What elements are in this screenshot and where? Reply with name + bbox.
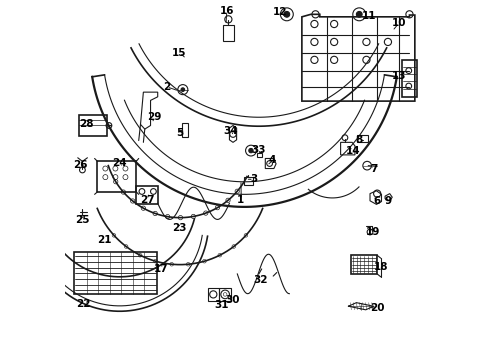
Bar bbox=[244, 177, 252, 185]
Bar bbox=[223, 25, 233, 41]
Text: 33: 33 bbox=[251, 144, 265, 154]
Text: 15: 15 bbox=[172, 48, 186, 58]
Text: 13: 13 bbox=[391, 71, 405, 81]
Circle shape bbox=[356, 12, 362, 17]
Circle shape bbox=[284, 12, 289, 17]
Text: 10: 10 bbox=[391, 18, 405, 28]
Text: 9: 9 bbox=[384, 196, 391, 206]
Text: 1: 1 bbox=[237, 195, 244, 205]
Text: 21: 21 bbox=[97, 235, 111, 245]
Text: 20: 20 bbox=[369, 303, 384, 314]
Text: 6: 6 bbox=[373, 196, 380, 206]
Bar bbox=[79, 115, 106, 135]
Text: 5: 5 bbox=[176, 128, 183, 138]
Text: 29: 29 bbox=[146, 112, 161, 122]
Text: 28: 28 bbox=[79, 120, 93, 129]
Bar bbox=[136, 186, 158, 204]
Text: 25: 25 bbox=[75, 215, 89, 225]
Text: 16: 16 bbox=[219, 6, 233, 16]
Text: 32: 32 bbox=[253, 275, 267, 285]
Text: 3: 3 bbox=[249, 174, 257, 184]
Text: 17: 17 bbox=[154, 264, 168, 274]
Text: 27: 27 bbox=[140, 195, 154, 205]
Bar bbox=[218, 288, 231, 301]
Text: 18: 18 bbox=[373, 262, 387, 272]
Text: 23: 23 bbox=[172, 224, 186, 233]
Text: 26: 26 bbox=[73, 160, 87, 170]
Text: 30: 30 bbox=[225, 295, 240, 305]
Text: 8: 8 bbox=[354, 135, 362, 145]
Text: 11: 11 bbox=[361, 11, 376, 21]
Circle shape bbox=[248, 148, 253, 153]
Text: 7: 7 bbox=[370, 163, 377, 174]
Bar bbox=[74, 252, 156, 294]
Bar bbox=[182, 123, 188, 137]
Bar bbox=[207, 288, 218, 301]
Circle shape bbox=[181, 88, 184, 91]
Text: 31: 31 bbox=[214, 300, 228, 310]
Text: 34: 34 bbox=[223, 126, 238, 135]
Text: 19: 19 bbox=[365, 227, 379, 237]
Text: 24: 24 bbox=[112, 158, 127, 168]
Text: 2: 2 bbox=[163, 82, 170, 92]
Text: 12: 12 bbox=[272, 7, 286, 17]
Text: 4: 4 bbox=[268, 155, 276, 165]
Text: 14: 14 bbox=[345, 145, 359, 156]
Text: 22: 22 bbox=[77, 299, 91, 309]
Bar bbox=[97, 161, 136, 192]
